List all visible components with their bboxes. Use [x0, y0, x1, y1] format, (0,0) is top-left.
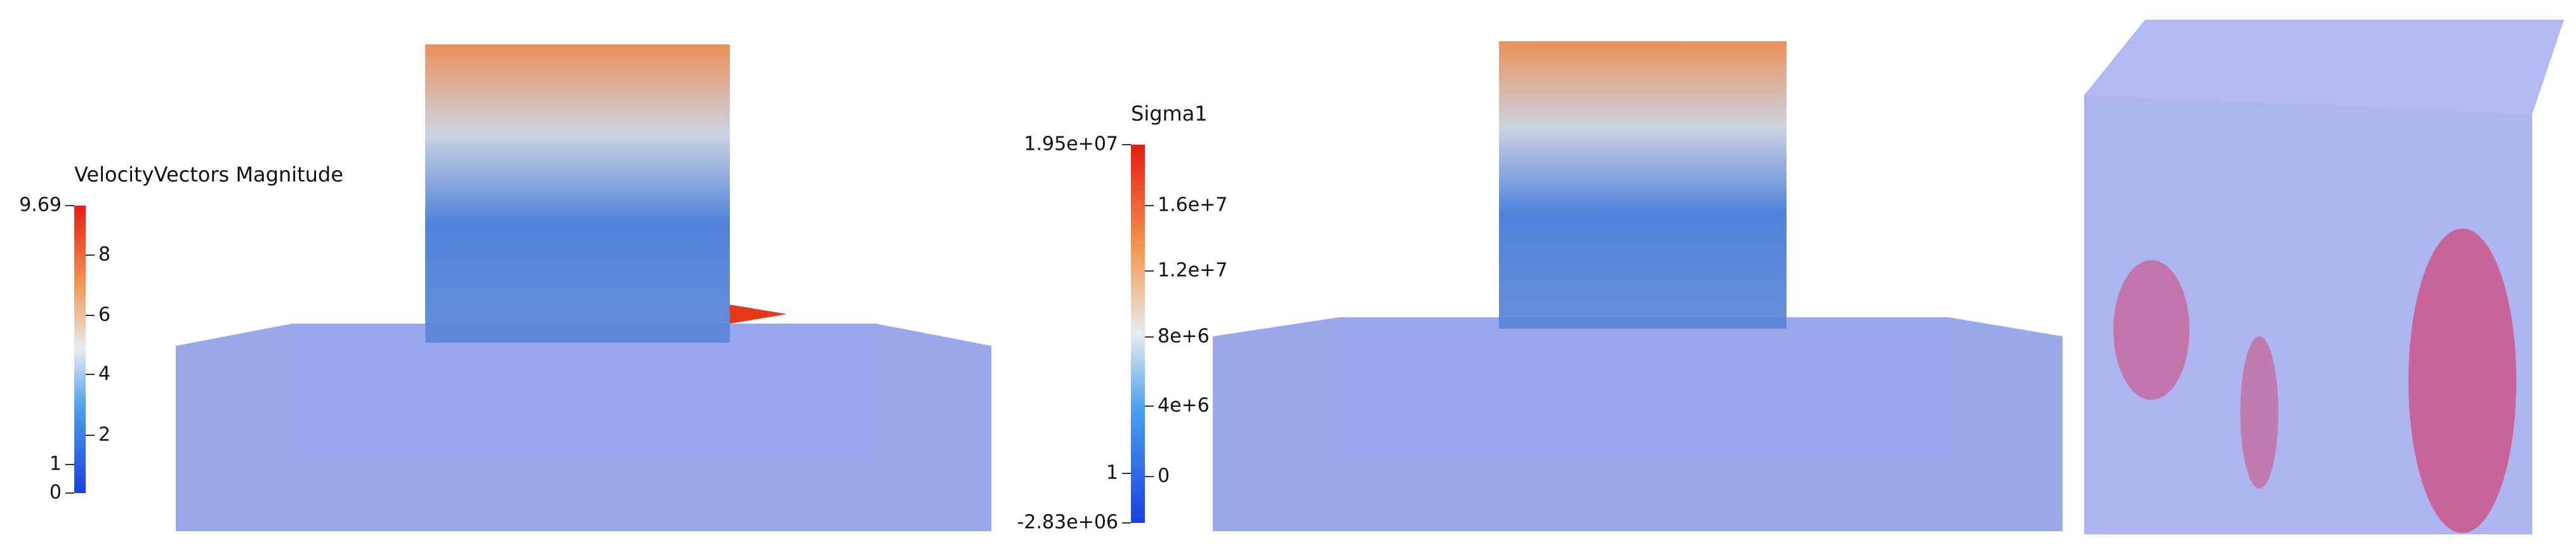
tick-label: 8e+6: [1158, 326, 1210, 348]
colorbar-title: VelocityVectors Magnitude: [74, 162, 343, 187]
panel-2: [1131, 41, 2063, 531]
tick-label: 9.69: [19, 194, 62, 216]
tick-label: 1.95e+07: [1024, 133, 1118, 155]
tick-label: -2.83e+06: [1017, 511, 1118, 534]
tick-label: 1: [50, 453, 62, 475]
panel-3: [2084, 20, 2564, 534]
damage-region: [2113, 260, 2190, 400]
tick-label: 0: [50, 482, 62, 504]
slab-face: [292, 324, 876, 460]
tick-label: 1: [1106, 462, 1118, 484]
tick-label: 6: [98, 304, 110, 326]
colorbar: [74, 206, 86, 493]
tick-label: 0: [1158, 465, 1170, 487]
panel-1: [74, 44, 991, 531]
colorbar-title: Sigma1: [1131, 102, 1208, 126]
colorbar: [1131, 145, 1145, 523]
damage-region: [2240, 336, 2278, 489]
box-top: [2084, 20, 2564, 114]
labels: VelocityVectors Magnitude 9.69 8 6 4 2 1 0 Sigma…: [19, 102, 1227, 534]
vector-arrow: [730, 305, 787, 324]
damage-region: [2408, 228, 2516, 533]
tick-label: 2: [98, 424, 110, 446]
tick-label: 1.2e+7: [1158, 260, 1227, 282]
velocity-cube: [425, 44, 730, 343]
stress-cube: [1499, 41, 1787, 329]
tick-label: 1.6e+7: [1158, 194, 1227, 216]
slab-face: [1339, 317, 1948, 457]
tick-label: 8: [98, 244, 110, 266]
tick-label: 4e+6: [1158, 395, 1210, 417]
tick-label: 4: [98, 363, 110, 385]
